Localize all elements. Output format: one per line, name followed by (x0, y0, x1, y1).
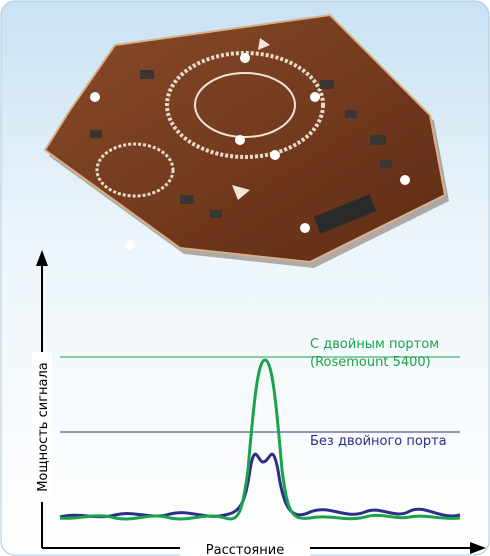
diagram: Мощность сигнала Расстояние С двойным по… (0, 0, 490, 556)
page: Мощность сигнала Расстояние С двойным по… (0, 0, 490, 556)
annotation: Без двойного порта (310, 434, 447, 449)
x-axis-label: Расстояние (206, 543, 284, 556)
y-axis-label: Мощность сигнала (36, 362, 51, 492)
annotation: С двойным портом (310, 337, 439, 352)
annotation: (Rosemount 5400) (310, 355, 431, 370)
